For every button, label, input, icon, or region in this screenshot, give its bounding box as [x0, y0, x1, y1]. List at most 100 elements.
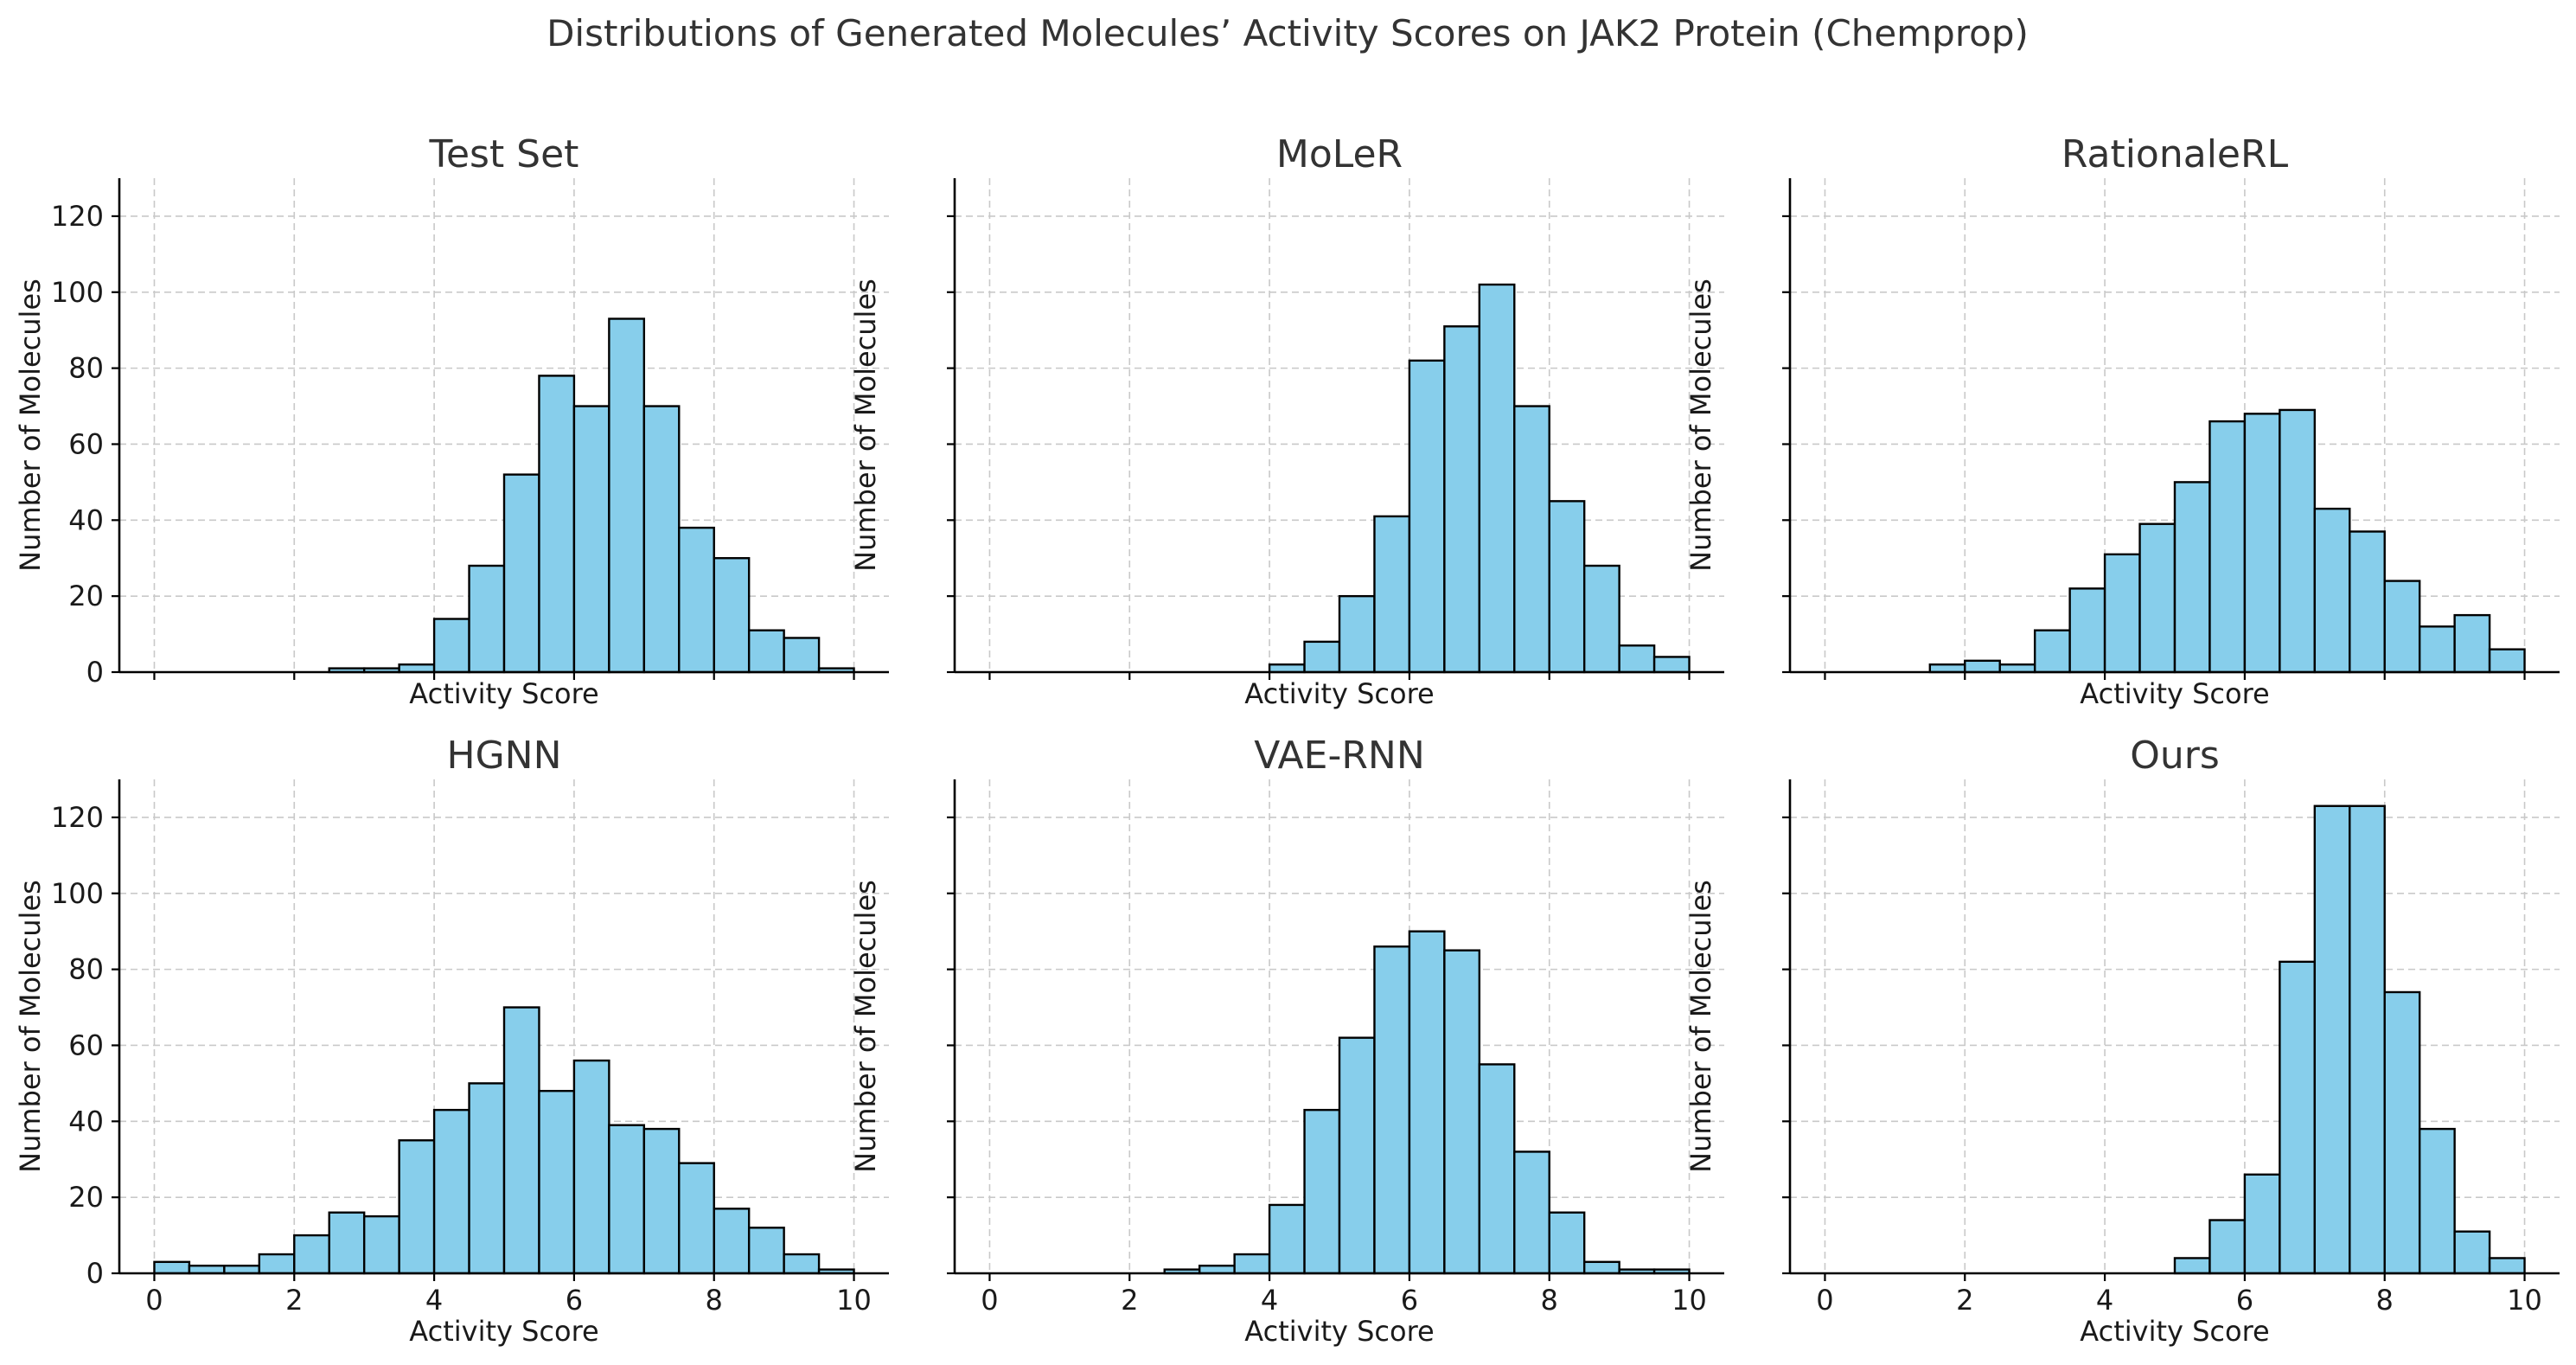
histogram-bar [608, 1124, 646, 1275]
histogram-bar [2068, 587, 2106, 674]
x-tick-label: 8 [1541, 1284, 1558, 1317]
histogram-bar [1548, 1211, 1586, 1275]
histogram-bar [1408, 930, 1446, 1275]
y-tick-label: 20 [68, 1181, 104, 1214]
x-tick-label: 6 [566, 1284, 583, 1317]
chart-panel-moler: MoLeR Activity Score Number of Molecules [849, 132, 1724, 710]
histogram-bar [642, 405, 681, 674]
histogram-bar [1928, 663, 1966, 674]
panel-title: RationaleRL [2061, 132, 2289, 176]
x-tick-label: 0 [145, 1284, 163, 1317]
histogram-bar [1582, 1260, 1620, 1275]
y-tick-label: 80 [68, 953, 104, 986]
chart-panel-test-set: 0 20 40 60 80 100 120 Test Set Activity Score Num… [14, 132, 889, 710]
histogram-bar [1373, 945, 1411, 1275]
x-tick-label: 8 [706, 1284, 723, 1317]
x-tick-label: 2 [1956, 1284, 1973, 1317]
histogram-bar [642, 1127, 681, 1275]
histogram-bar [713, 557, 751, 674]
panel-title: MoLeR [1276, 132, 1403, 176]
histogram-bar [1338, 594, 1376, 674]
y-tick-label: 40 [68, 1105, 104, 1138]
y-axis-label: Number of Molecules [1684, 279, 1717, 572]
histogram-bar [1373, 515, 1411, 674]
histogram-bar [2138, 522, 2176, 674]
x-axis-label: Activity Score [2080, 1315, 2269, 1348]
y-axis-label: Number of Molecules [1684, 880, 1717, 1173]
histogram-bar [1233, 1253, 1271, 1275]
histogram-bar [188, 1265, 226, 1275]
x-tick-label: 2 [1121, 1284, 1138, 1317]
y-axis-label: Number of Molecules [14, 880, 47, 1173]
panel-title: Test Set [429, 132, 579, 176]
histogram-bar [1443, 325, 1481, 674]
histogram-bar [2349, 804, 2386, 1275]
histogram-bar [572, 405, 610, 674]
histogram-bar [2488, 648, 2526, 674]
x-tick-label: 4 [1261, 1284, 1278, 1317]
histogram-bar [608, 317, 646, 674]
y-tick-label: 80 [68, 352, 104, 385]
y-tick-label: 60 [68, 1029, 104, 1061]
x-tick-label: 6 [1401, 1284, 1418, 1317]
histogram-bar [2453, 613, 2491, 674]
y-axis-label: Number of Molecules [14, 279, 47, 572]
histogram-bar [1548, 500, 1586, 674]
histogram-bar [2033, 629, 2071, 674]
histogram-bar [678, 526, 715, 674]
histogram-bar [2208, 1219, 2247, 1275]
histogram-bar [747, 1227, 785, 1275]
histogram-bar [1513, 405, 1550, 674]
histogram-bar [1268, 663, 1306, 674]
histogram-bar [432, 618, 470, 674]
histogram-bar [1338, 1036, 1376, 1275]
histogram-bar [2208, 420, 2247, 674]
y-tick-label: 20 [68, 580, 104, 612]
histogram-bar [1478, 283, 1516, 674]
y-axis-label: Number of Molecules [849, 279, 882, 572]
x-tick-label: 10 [836, 1284, 872, 1317]
histogram-bar [1582, 564, 1620, 674]
histogram-bar [2243, 413, 2281, 674]
histogram-bar [328, 1211, 366, 1275]
histogram-bar [398, 1139, 436, 1275]
histogram-bar [1268, 1203, 1306, 1275]
histogram-bar [2453, 1230, 2491, 1275]
histogram-bar [398, 663, 436, 674]
histogram-bar [1652, 656, 1691, 674]
x-axis-label: Activity Score [1244, 677, 1434, 710]
histogram-bar [1443, 949, 1481, 1275]
histogram-bar [2313, 804, 2351, 1275]
figure-title: Distributions of Generated Molecules’ Ac… [547, 12, 2029, 54]
y-axis-label: Number of Molecules [849, 880, 882, 1173]
x-tick-label: 0 [981, 1284, 998, 1317]
histogram-bar [502, 473, 540, 674]
y-tick-label: 0 [86, 1257, 104, 1290]
histogram-bar [2279, 960, 2317, 1275]
histogram-bar [1303, 640, 1341, 674]
y-tick-label: 60 [68, 427, 104, 460]
histogram-bar [747, 629, 785, 674]
histogram-bar [362, 1214, 400, 1275]
histogram-bar [432, 1108, 470, 1275]
histogram-bar [1998, 663, 2036, 674]
histogram-bar [2173, 1257, 2211, 1275]
chart-panel-ours: 0 2 4 6 8 10 Ours Activity Score Number of Molec… [1684, 734, 2560, 1348]
x-tick-label: 4 [2096, 1284, 2113, 1317]
histogram-bar [258, 1253, 296, 1275]
histogram-bar [468, 564, 506, 674]
x-tick-label: 4 [425, 1284, 443, 1317]
histogram-bar [2279, 408, 2317, 674]
histogram-bar [1303, 1108, 1341, 1275]
panel-title: HGNN [446, 734, 561, 778]
histogram-bar [2103, 553, 2141, 674]
histogram-bar [2173, 481, 2211, 674]
histogram-bar [538, 1089, 576, 1275]
y-tick-label: 100 [51, 877, 104, 910]
panel-title: Ours [2130, 734, 2220, 778]
histogram-bar [1964, 659, 2001, 674]
histogram-bar [1408, 359, 1446, 674]
histogram-bar [153, 1260, 191, 1275]
